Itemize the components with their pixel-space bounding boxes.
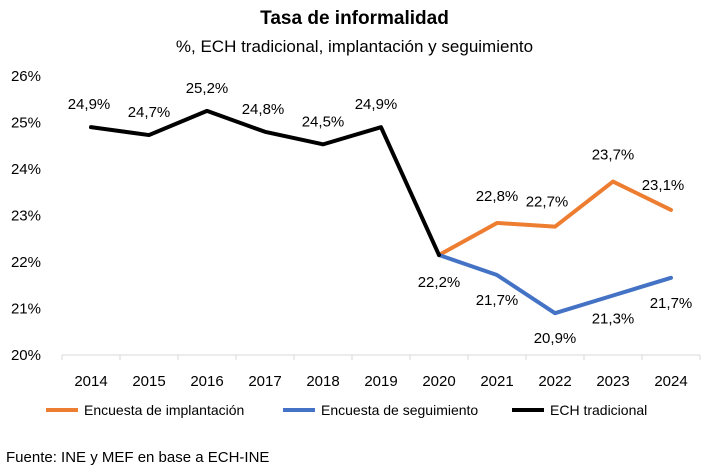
line-chart: 20% 21% 22% 23% 24% 25% 26% 2014 2015 2016 2017 201… xyxy=(11,68,701,390)
series-line-encuesta-de-seguimiento xyxy=(437,253,673,316)
legend-label-seguimiento: Encuesta de seguimiento xyxy=(321,402,479,418)
legend-item-implantacion: Encuesta de implantación xyxy=(46,402,244,418)
y-tick-label: 26% xyxy=(11,68,41,85)
data-label: 21,7% xyxy=(476,292,519,309)
x-tick-label: 2016 xyxy=(190,373,223,390)
series-line-ech-tradicional xyxy=(89,108,441,258)
legend-label-ech: ECH tradicional xyxy=(550,402,648,418)
y-tick-label: 23% xyxy=(11,208,41,225)
x-tick-label: 2020 xyxy=(422,373,455,390)
data-label: 23,1% xyxy=(642,177,685,194)
data-label: 24,9% xyxy=(355,96,398,113)
x-tick-label: 2019 xyxy=(364,373,397,390)
data-label: 22,7% xyxy=(526,194,569,211)
data-label: 22,8% xyxy=(476,188,519,205)
data-label: 21,3% xyxy=(592,310,635,327)
chart-legend: Encuesta de implantación Encuesta de seg… xyxy=(0,402,709,426)
chart-source: Fuente: INE y MEF en base a ECH-INE xyxy=(6,449,270,466)
x-tick-label: 2024 xyxy=(654,373,687,390)
x-tick-label: 2022 xyxy=(538,373,571,390)
data-label: 23,7% xyxy=(592,147,635,164)
x-tick-label: 2023 xyxy=(596,373,629,390)
x-tick-label: 2014 xyxy=(74,373,107,390)
data-label: 24,8% xyxy=(242,101,285,118)
x-tick-label: 2021 xyxy=(480,373,513,390)
y-tick-label: 21% xyxy=(11,301,41,318)
y-tick-label: 22% xyxy=(11,254,41,271)
x-tick-label: 2018 xyxy=(306,373,339,390)
y-tick-label: 24% xyxy=(11,161,41,178)
x-tick-label: 2015 xyxy=(132,373,165,390)
chart-title: Tasa de informalidad xyxy=(260,8,449,29)
legend-item-ech: ECH tradicional xyxy=(512,402,647,418)
data-label: 24,9% xyxy=(68,96,111,113)
legend-label-implantacion: Encuesta de implantación xyxy=(84,402,245,418)
data-label: 24,7% xyxy=(128,104,171,121)
data-label: 20,9% xyxy=(534,330,577,347)
y-tick-label: 25% xyxy=(11,115,41,132)
data-label: 25,2% xyxy=(186,80,229,97)
data-label: 22,2% xyxy=(418,274,461,291)
legend-swatch-seguimiento xyxy=(283,408,315,412)
chart-subtitle: %, ECH tradicional, implantación y segui… xyxy=(175,37,534,56)
data-label: 21,7% xyxy=(650,295,693,312)
legend-swatch-implantacion xyxy=(46,408,78,412)
legend-swatch-ech xyxy=(512,408,544,412)
data-label: 24,5% xyxy=(302,113,345,130)
x-tick-label: 2017 xyxy=(248,373,281,390)
legend-item-seguimiento: Encuesta de seguimiento xyxy=(283,402,478,418)
y-tick-label: 20% xyxy=(11,347,41,364)
series-line-encuesta-de-implantación xyxy=(437,179,673,258)
